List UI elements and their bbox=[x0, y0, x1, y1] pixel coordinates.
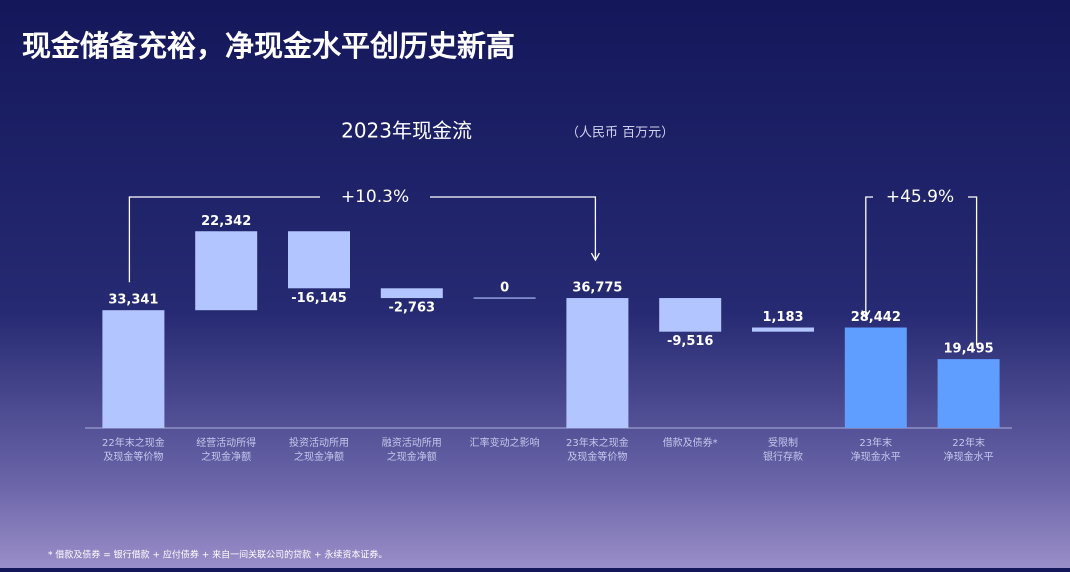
x-tick-label: 22年末之现金 bbox=[102, 436, 165, 449]
x-tick-label: 之现金净额 bbox=[201, 450, 251, 463]
bar bbox=[659, 298, 722, 332]
x-tick-label: 投资活动所用 bbox=[289, 436, 349, 449]
x-tick-label: 之现金净额 bbox=[294, 450, 344, 463]
slide-title: 现金储备充裕，净现金水平创历史新高 bbox=[22, 29, 515, 63]
bar bbox=[102, 310, 165, 428]
bar bbox=[195, 231, 258, 311]
x-tick-label: 22年末 bbox=[952, 436, 985, 449]
arrow-head bbox=[590, 252, 600, 262]
x-tick-label: 23年末 bbox=[859, 436, 892, 449]
bracket bbox=[865, 196, 978, 346]
x-tick-label: 净现金水平 bbox=[944, 450, 994, 463]
chart-title: 2023年现金流 bbox=[341, 119, 472, 143]
bar bbox=[844, 327, 907, 428]
value-label: -2,763 bbox=[389, 301, 436, 316]
bar bbox=[288, 231, 350, 289]
bar bbox=[937, 359, 1000, 428]
arrow-head bbox=[861, 310, 871, 319]
x-tick-label: 23年末之现金 bbox=[566, 436, 629, 449]
x-tick-label: 银行存款 bbox=[763, 450, 803, 463]
bar bbox=[380, 288, 443, 299]
annotation: +10.3% bbox=[341, 187, 409, 207]
value-label: 0 bbox=[500, 281, 509, 296]
footnote: * 借款及债券 = 银行借款 + 应付债券 + 来自一间关联公司的贷款 + 永续… bbox=[48, 549, 387, 561]
x-tick-label: 净现金水平 bbox=[851, 450, 901, 463]
x-tick-label: 融资活动所用 bbox=[382, 437, 442, 449]
value-label: 33,341 bbox=[108, 293, 158, 308]
x-tick-label: 经营活动所得 bbox=[196, 436, 256, 449]
value-label: 28,442 bbox=[851, 310, 901, 325]
bar bbox=[752, 327, 814, 332]
annotation: +45.9% bbox=[886, 187, 954, 207]
chart-subtitle: （人民币 百万元） bbox=[566, 126, 674, 141]
value-label: 1,183 bbox=[762, 310, 803, 325]
x-tick-label: 及现金等价物 bbox=[567, 450, 627, 463]
bracket bbox=[128, 196, 597, 283]
x-tick-label: 受限制 bbox=[768, 436, 798, 449]
x-tick-label: 及现金等价物 bbox=[103, 450, 163, 463]
value-label: 36,775 bbox=[572, 281, 622, 296]
value-label: 22,342 bbox=[201, 214, 251, 229]
x-tick-label: 借款及债券* bbox=[663, 436, 718, 449]
value-label: -16,145 bbox=[291, 291, 347, 306]
value-label: 19,495 bbox=[944, 342, 994, 357]
value-label: -9,516 bbox=[667, 334, 714, 349]
bar bbox=[566, 298, 629, 428]
x-tick-label: 之现金净额 bbox=[387, 450, 437, 463]
x-tick-label: 汇率变动之影响 bbox=[470, 436, 540, 449]
